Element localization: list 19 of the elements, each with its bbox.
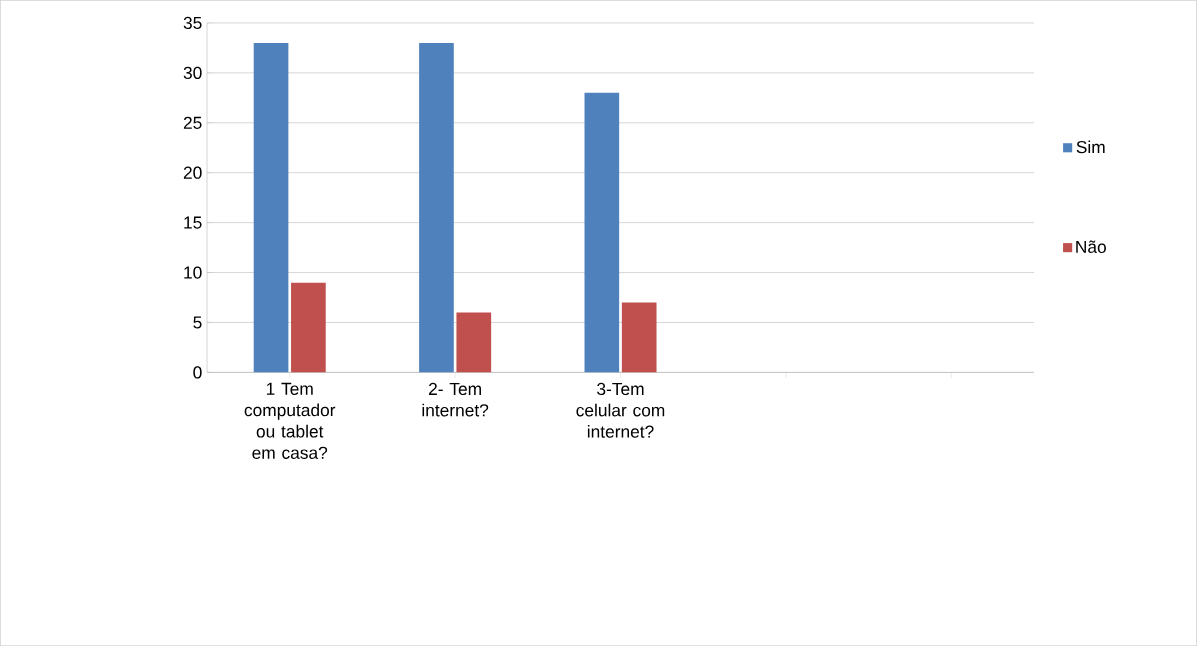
y-tick-label: 10 xyxy=(184,266,202,279)
y-tick-label: 30 xyxy=(183,66,202,79)
bar xyxy=(419,42,454,373)
bar xyxy=(253,42,289,373)
x-tick-label: 3-Tem celular com internet? xyxy=(576,382,665,438)
bar xyxy=(456,312,492,373)
bar xyxy=(291,282,326,373)
y-tick-label: 5 xyxy=(193,316,202,329)
y-tick-label: 20 xyxy=(183,166,202,179)
bar xyxy=(621,302,657,373)
x-tick-label: 1 Tem computador ou tablet em casa? xyxy=(244,382,336,459)
y-tick-label: 15 xyxy=(184,216,202,229)
x-tick-label: 2- Tem internet? xyxy=(422,382,489,417)
legend-label: Sim xyxy=(1076,140,1105,154)
bar xyxy=(584,92,620,373)
y-tick-label: 0 xyxy=(193,366,202,379)
legend-label: Não xyxy=(1076,240,1106,253)
y-tick-label: 35 xyxy=(183,16,202,30)
y-tick-label: 25 xyxy=(183,116,202,129)
